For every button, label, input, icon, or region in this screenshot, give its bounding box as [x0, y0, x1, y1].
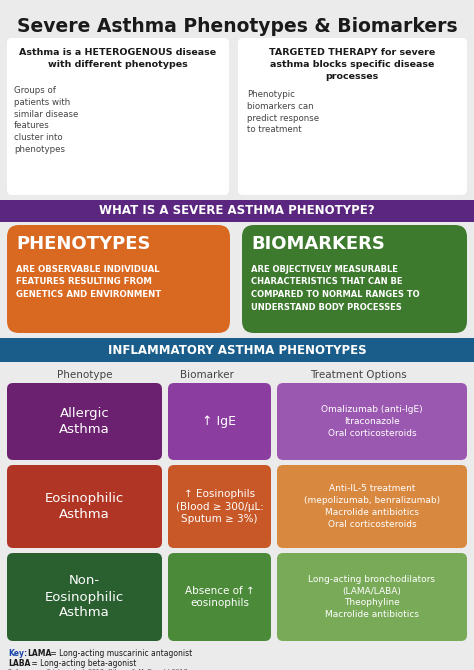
- Text: Groups of
patients with
similar disease
features
cluster into
phenotypes: Groups of patients with similar disease …: [14, 86, 78, 154]
- Text: Biomarker: Biomarker: [180, 370, 234, 380]
- FancyBboxPatch shape: [168, 553, 271, 641]
- Text: Treatment Options: Treatment Options: [310, 370, 406, 380]
- Text: Eosinophilic
Asthma: Eosinophilic Asthma: [45, 492, 124, 521]
- FancyBboxPatch shape: [7, 225, 230, 333]
- Text: = Long-acting beta-agonist: = Long-acting beta-agonist: [29, 659, 137, 668]
- FancyBboxPatch shape: [168, 383, 271, 460]
- Text: Non-
Eosinophilic
Asthma: Non- Eosinophilic Asthma: [45, 574, 124, 620]
- Text: Absence of ↑
eosinophils: Absence of ↑ eosinophils: [185, 586, 255, 608]
- Text: ARE OBJECTIVELY MEASURABLE
CHARACTERISTICS THAT CAN BE
COMPARED TO NORMAL RANGES: ARE OBJECTIVELY MEASURABLE CHARACTERISTI…: [251, 265, 419, 312]
- Text: Allergic
Asthma: Allergic Asthma: [59, 407, 110, 436]
- FancyBboxPatch shape: [7, 553, 162, 641]
- Text: References: Fricker et al. 2017, Gibson & McDonald 2017: References: Fricker et al. 2017, Gibson …: [8, 669, 187, 670]
- FancyBboxPatch shape: [277, 553, 467, 641]
- FancyBboxPatch shape: [238, 38, 467, 195]
- Text: TARGETED THERAPY for severe
asthma blocks specific disease
processes: TARGETED THERAPY for severe asthma block…: [269, 48, 435, 80]
- Text: BIOMARKERS: BIOMARKERS: [251, 235, 385, 253]
- Text: ARE OBSERVABLE INDIVIDUAL
FEATURES RESULTING FROM
GENETICS AND ENVIRONMENT: ARE OBSERVABLE INDIVIDUAL FEATURES RESUL…: [16, 265, 161, 299]
- FancyBboxPatch shape: [277, 465, 467, 548]
- Text: = Long-acting muscarinic antagonist: = Long-acting muscarinic antagonist: [48, 649, 192, 658]
- Text: Anti-IL-5 treatment
(mepolizumab, benralizumab)
Macrolide antibiotics
Oral corti: Anti-IL-5 treatment (mepolizumab, benral…: [304, 484, 440, 529]
- Bar: [0, 200, 474, 222]
- Text: PHENOTYPES: PHENOTYPES: [16, 235, 151, 253]
- Text: Key:: Key:: [8, 649, 27, 658]
- Text: INFLAMMATORY ASTHMA PHENOTYPES: INFLAMMATORY ASTHMA PHENOTYPES: [108, 344, 366, 356]
- Text: Omalizumab (anti-IgE)
Itraconazole
Oral corticosteroids: Omalizumab (anti-IgE) Itraconazole Oral …: [321, 405, 423, 438]
- Text: Phenotype: Phenotype: [57, 370, 113, 380]
- Text: LABA: LABA: [8, 659, 30, 668]
- FancyBboxPatch shape: [7, 38, 229, 195]
- Bar: [0, 338, 474, 362]
- FancyBboxPatch shape: [168, 465, 271, 548]
- FancyBboxPatch shape: [242, 225, 467, 333]
- Text: Long-acting bronchodilators
(LAMA/LABA)
Theophyline
Macrolide antibiotics: Long-acting bronchodilators (LAMA/LABA) …: [309, 575, 436, 619]
- Text: ↑ IgE: ↑ IgE: [202, 415, 237, 428]
- Text: Asthma is a HETEROGENOUS disease
with different phenotypes: Asthma is a HETEROGENOUS disease with di…: [19, 48, 217, 69]
- Text: LAMA: LAMA: [27, 649, 51, 658]
- Text: ↑ Eosinophils
(Blood ≥ 300/μL:
Sputum ≥ 3%): ↑ Eosinophils (Blood ≥ 300/μL: Sputum ≥ …: [175, 489, 264, 524]
- FancyBboxPatch shape: [277, 383, 467, 460]
- Text: WHAT IS A SEVERE ASTHMA PHENOTYPE?: WHAT IS A SEVERE ASTHMA PHENOTYPE?: [99, 204, 375, 218]
- Text: Phenotypic
biomarkers can
predict response
to treatment: Phenotypic biomarkers can predict respon…: [247, 90, 319, 135]
- FancyBboxPatch shape: [7, 465, 162, 548]
- Text: Severe Asthma Phenotypes & Biomarkers: Severe Asthma Phenotypes & Biomarkers: [17, 17, 457, 36]
- FancyBboxPatch shape: [7, 383, 162, 460]
